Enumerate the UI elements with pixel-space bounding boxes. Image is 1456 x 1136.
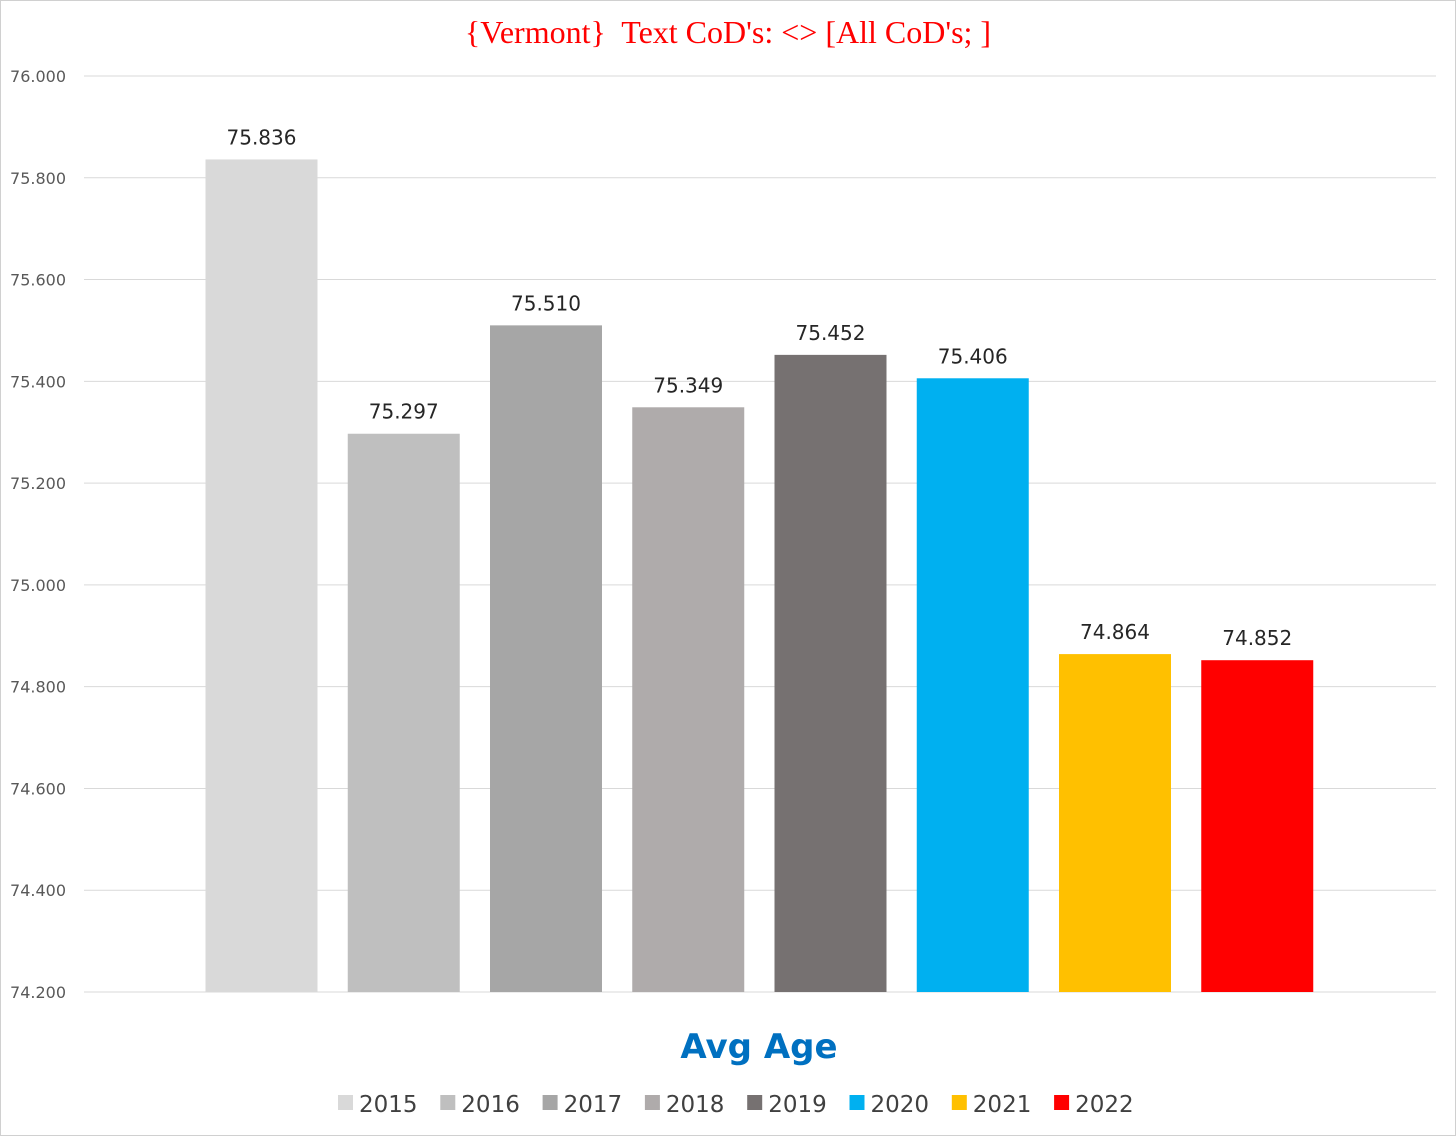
legend-item-2022: 2022 <box>1054 1092 1134 1118</box>
legend-swatch <box>1054 1095 1070 1110</box>
data-label-2019: 75.452 <box>796 321 866 345</box>
data-label-2018: 75.349 <box>653 373 723 397</box>
legend-item-2015: 2015 <box>338 1092 418 1118</box>
legend-swatch <box>338 1095 353 1110</box>
legend-swatch <box>849 1095 865 1110</box>
legend-item-2018: 2018 <box>644 1092 725 1118</box>
bar-2019 <box>774 354 887 993</box>
bar-2021 <box>1059 654 1171 992</box>
bar-2015 <box>205 159 318 993</box>
data-label-2015: 75.836 <box>227 125 297 149</box>
bars <box>205 159 1314 993</box>
legend-label: 2020 <box>871 1092 930 1118</box>
legend-item-2020: 2020 <box>849 1092 930 1118</box>
legend-label: 2015 <box>359 1092 418 1118</box>
y-tick-label: 75.800 <box>10 169 66 188</box>
legend-label: 2016 <box>461 1092 520 1118</box>
legend-swatch <box>747 1095 763 1110</box>
legend-label: 2021 <box>973 1092 1032 1118</box>
legend-item-2021: 2021 <box>951 1092 1032 1118</box>
legend-item-2016: 2016 <box>440 1092 520 1118</box>
data-labels: 75.836 75.297 75.510 75.349 75.452 75.406 74.8… <box>227 125 1293 650</box>
legend: 2015 2016 2017 2018 2019 2020 2021 2022 <box>338 1092 1134 1118</box>
legend-item-2017: 2017 <box>542 1092 623 1118</box>
y-tick-label: 74.800 <box>10 678 66 697</box>
chart-title: {Vermont} Text CoD's: <> [All CoD's; ] <box>464 14 992 50</box>
legend-swatch <box>951 1095 967 1110</box>
bar-2017 <box>490 325 602 992</box>
y-tick-label: 75.600 <box>10 271 66 290</box>
data-label-2017: 75.510 <box>511 291 581 315</box>
y-tick-label: 76.000 <box>10 67 66 86</box>
legend-label: 2019 <box>768 1092 827 1118</box>
legend-label: 2017 <box>564 1092 623 1118</box>
y-tick-label: 74.600 <box>10 779 66 798</box>
y-tick-label: 75.400 <box>10 372 66 391</box>
data-label-2020: 75.406 <box>938 344 1008 368</box>
bar-2018 <box>632 407 745 993</box>
y-axis-ticks: 74.200 74.400 74.600 74.800 75.000 75.200 75.4… <box>10 67 66 1002</box>
y-tick-label: 75.000 <box>10 576 66 595</box>
y-tick-label: 74.400 <box>10 881 66 900</box>
data-label-2021: 74.864 <box>1080 620 1150 644</box>
legend-label: 2018 <box>666 1092 725 1118</box>
y-tick-label: 75.200 <box>10 474 66 493</box>
x-axis-title: Avg Age <box>680 1027 837 1067</box>
data-label-2022: 74.852 <box>1222 626 1292 650</box>
bar-2022 <box>1201 660 1314 992</box>
bar-2020 <box>916 378 1029 992</box>
legend-label: 2022 <box>1075 1092 1134 1118</box>
legend-item-2019: 2019 <box>747 1092 827 1118</box>
data-label-2016: 75.297 <box>369 400 439 424</box>
legend-swatch <box>644 1095 660 1110</box>
legend-swatch <box>440 1095 456 1110</box>
bar-2016 <box>347 433 460 992</box>
y-tick-label: 74.200 <box>10 983 66 1002</box>
legend-swatch <box>542 1095 558 1110</box>
